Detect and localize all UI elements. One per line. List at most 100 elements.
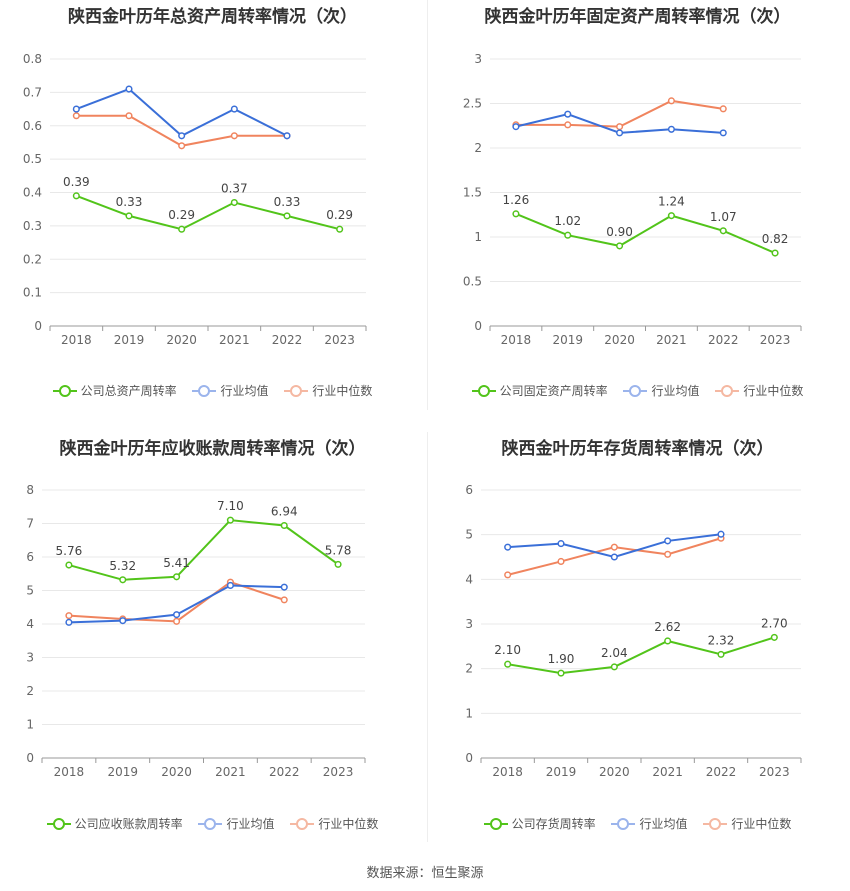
data-point-company <box>336 225 344 233</box>
legend-marker-icon <box>284 384 309 397</box>
data-label: 1.26 <box>503 193 530 207</box>
data-point-avg <box>557 540 565 548</box>
data-label: 1.24 <box>658 195 685 209</box>
data-point-company <box>230 198 238 207</box>
data-point-avg <box>616 129 624 137</box>
legend-label: 行业中位数 <box>312 384 373 398</box>
data-point-median <box>230 132 238 140</box>
legend-marker-icon <box>715 384 740 397</box>
x-tick-label: 2022 <box>708 333 739 347</box>
data-point-median <box>173 617 181 625</box>
x-tick-label: 2018 <box>61 333 92 347</box>
legend-marker-icon <box>471 384 496 397</box>
series-line-median <box>515 99 724 128</box>
x-tick-label: 2019 <box>114 333 145 347</box>
legend-item-industry-average[interactable]: 行业均值 <box>198 815 275 832</box>
data-point-avg <box>664 537 672 545</box>
legend-item-industry-average[interactable]: 行业均值 <box>623 382 700 399</box>
data-point-company <box>610 663 618 671</box>
series-line-company <box>515 212 776 254</box>
x-tick-label: 2020 <box>161 765 192 779</box>
data-point-company <box>557 669 565 677</box>
data-point-avg <box>610 553 618 561</box>
x-tick-label: 2018 <box>501 333 532 347</box>
legend-item-industry-median[interactable]: 行业中位数 <box>284 382 372 399</box>
chart-title: 陕西金叶历年应收账款周转率情况（次） <box>59 439 366 459</box>
legend-label: 公司应收账款周转率 <box>74 817 183 831</box>
x-tick-label: 2018 <box>54 765 85 779</box>
data-label: 0.29 <box>168 208 195 222</box>
y-tick-label: 0.6 <box>23 119 42 133</box>
data-point-median <box>664 550 672 558</box>
legend-item-industry-median[interactable]: 行业中位数 <box>290 815 378 832</box>
data-label: 5.78 <box>325 543 352 557</box>
chart-panel-receivables-turnover: 陕西金叶历年应收账款周转率情况（次） 0 1 2 3 4 5 6 7 8 2018 2019 2020… <box>0 432 425 862</box>
data-point-avg <box>280 583 288 591</box>
data-source-note: 数据来源：恒生聚源 <box>366 866 484 881</box>
legend-label: 行业中位数 <box>743 384 804 398</box>
y-tick-label: 0.4 <box>23 186 42 200</box>
data-point-company <box>125 212 133 220</box>
series-line-company <box>75 194 340 231</box>
x-tick-label: 2020 <box>604 333 635 347</box>
data-point-avg <box>72 105 80 113</box>
y-tick-label: 4 <box>465 572 473 586</box>
legend-item-company[interactable]: 公司固定资产周转率 <box>471 382 608 399</box>
x-tick-label: 2018 <box>492 765 523 779</box>
series-line-company <box>507 636 775 675</box>
data-point-company <box>771 249 779 257</box>
chart-title: 陕西金叶历年总资产周转率情况（次） <box>68 7 357 27</box>
legend-item-company[interactable]: 公司应收账款周转率 <box>46 815 183 832</box>
x-tick-label: 2019 <box>546 765 577 779</box>
legend-item-industry-median[interactable]: 行业中位数 <box>703 815 791 832</box>
x-tick-label: 2021 <box>219 333 250 347</box>
data-point-avg <box>226 581 234 590</box>
y-tick-label: 2 <box>474 141 482 155</box>
data-point-company <box>226 516 234 524</box>
data-label: 0.82 <box>762 232 789 246</box>
chart-plot: 0 0.5 1 1.5 2 2.5 3 2018 2019 2020 2021 2022 2023 1.2… <box>463 52 802 347</box>
data-point-company <box>512 210 520 218</box>
data-point-median <box>72 112 80 120</box>
data-point-median <box>280 596 288 604</box>
legend-marker-icon <box>290 817 315 830</box>
data-label: 1.90 <box>548 652 575 666</box>
data-label: 2.70 <box>761 616 788 630</box>
data-point-company <box>717 650 725 658</box>
chart-legend: 公司存货周转率 行业均值 行业中位数 <box>425 815 850 833</box>
chart-title: 陕西金叶历年固定资产周转率情况（次） <box>484 7 791 27</box>
legend-item-industry-median[interactable]: 行业中位数 <box>715 382 803 399</box>
y-tick-label: 1 <box>465 706 473 720</box>
chart-plot: 0 1 2 3 4 5 6 7 8 2018 2019 2020 2021 2022 2023 5.76 5.3… <box>26 483 366 779</box>
x-tick-label: 2022 <box>706 765 737 779</box>
y-tick-label: 2 <box>465 662 473 676</box>
chart-plot: 0 0.1 0.2 0.3 0.4 0.5 0.6 0.7 0.8 2018 2019 2020 202… <box>23 52 367 347</box>
legend-item-company[interactable]: 公司总资产周转率 <box>52 382 177 399</box>
data-label: 5.41 <box>163 556 190 570</box>
data-point-median <box>616 123 624 131</box>
x-tick-label: 2020 <box>599 765 630 779</box>
data-point-company <box>564 231 572 239</box>
x-tick-label: 2023 <box>324 333 355 347</box>
data-point-avg <box>719 129 727 137</box>
y-tick-label: 3 <box>26 651 34 665</box>
y-tick-label: 1 <box>474 230 482 244</box>
data-point-avg <box>667 125 675 133</box>
legend-item-industry-average[interactable]: 行业均值 <box>611 815 688 832</box>
data-point-avg <box>717 530 725 538</box>
legend-marker-icon <box>703 817 728 830</box>
y-tick-label: 0.7 <box>23 85 42 99</box>
legend-item-industry-average[interactable]: 行业均值 <box>192 382 269 399</box>
x-tick-label: 2019 <box>107 765 138 779</box>
data-point-avg <box>65 618 73 626</box>
panel-divider <box>427 432 428 842</box>
y-tick-label: 0 <box>474 319 482 333</box>
legend-item-company[interactable]: 公司存货周转率 <box>483 815 596 832</box>
data-point-company <box>719 227 727 235</box>
y-tick-label: 4 <box>26 617 34 631</box>
y-tick-label: 6 <box>465 483 473 497</box>
chart-plot: 0 1 2 3 4 5 6 2018 2019 2020 2021 2022 2023 2.10 1.90 2… <box>465 483 802 779</box>
y-tick-label: 0.3 <box>23 219 42 233</box>
chart-legend: 公司应收账款周转率 行业均值 行业中位数 <box>0 815 425 833</box>
data-point-company <box>173 573 181 581</box>
